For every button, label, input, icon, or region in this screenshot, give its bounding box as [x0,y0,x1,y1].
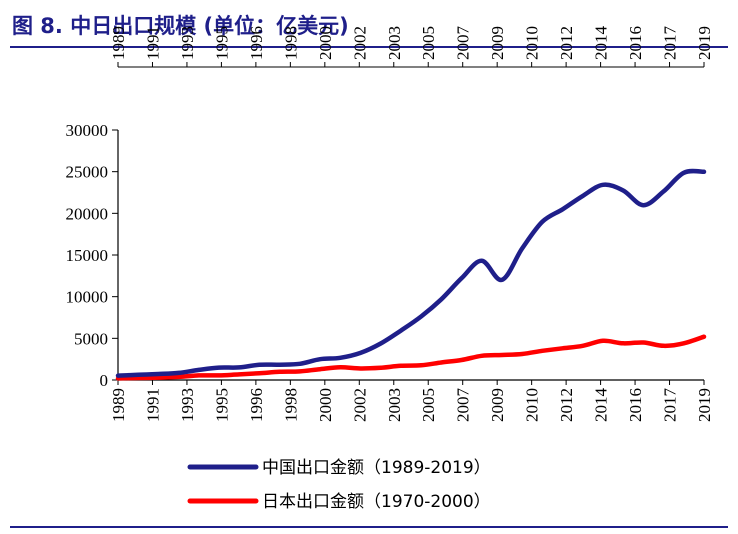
x-tick-label-bottom: 2003 [385,388,404,422]
x-tick-label-bottom: 2010 [523,388,542,422]
y-tick-label: 25000 [66,163,109,182]
x-tick-label-bottom: 1996 [247,388,266,422]
x-tick-label-top: 2016 [626,26,645,60]
x-tick-label-top: 2005 [419,26,438,60]
x-tick-label-bottom: 2017 [661,388,680,423]
x-tick-label-bottom: 1995 [212,388,231,422]
bottom-rule [10,526,728,528]
x-tick-label-top: 2000 [316,26,335,60]
top-rule [10,46,728,48]
y-tick-label: 20000 [66,204,109,223]
x-tick-label-top: 1995 [212,26,231,60]
x-tick-label-bottom: 2009 [488,388,507,422]
figure-title: 图 8. 中日出口规模 (单位：亿美元) [12,14,349,38]
x-tick-label-top: 2002 [350,26,369,60]
x-tick-label-top: 2003 [385,26,404,60]
x-tick-label-bottom: 2000 [316,388,335,422]
legend-label-0: 中国出口金额（1989-2019） [262,458,491,478]
x-tick-label-bottom: 2016 [626,388,645,422]
x-tick-label-top: 2014 [592,26,611,61]
x-tick-label-top: 2019 [695,26,714,60]
x-tick-label-bottom: 2007 [454,388,473,423]
x-tick-label-bottom: 2002 [350,388,369,422]
x-tick-label-top: 1996 [247,26,266,60]
y-tick-label: 30000 [66,121,109,140]
legend-label-1: 日本出口金额（1970-2000） [262,492,491,512]
x-tick-label-bottom: 1991 [143,388,162,422]
x-tick-label-top: 2007 [454,26,473,61]
x-tick-label-bottom: 2012 [557,388,576,422]
x-tick-label-top: 1989 [109,26,128,60]
x-tick-label-bottom: 2014 [592,388,611,423]
x-tick-label-bottom: 1998 [281,388,300,422]
series-line-1 [115,334,707,381]
x-tick-label-top: 2017 [661,26,680,61]
x-tick-label-bottom: 1993 [178,388,197,422]
x-tick-label-bottom: 2005 [419,388,438,422]
x-tick-label-top: 2012 [557,26,576,60]
x-tick-label-top: 1993 [178,26,197,60]
y-tick-label: 5000 [74,329,108,348]
series-line-0 [115,168,707,378]
x-tick-label-bottom: 1989 [109,388,128,422]
y-tick-label: 10000 [66,288,109,307]
y-tick-label: 15000 [66,246,109,265]
x-tick-label-top: 2010 [523,26,542,60]
x-tick-label-bottom: 2019 [695,388,714,422]
y-tick-label: 0 [100,371,109,390]
x-tick-label-top: 1991 [143,26,162,60]
x-tick-label-top: 2009 [488,26,507,60]
x-tick-label-top: 1998 [281,26,300,60]
